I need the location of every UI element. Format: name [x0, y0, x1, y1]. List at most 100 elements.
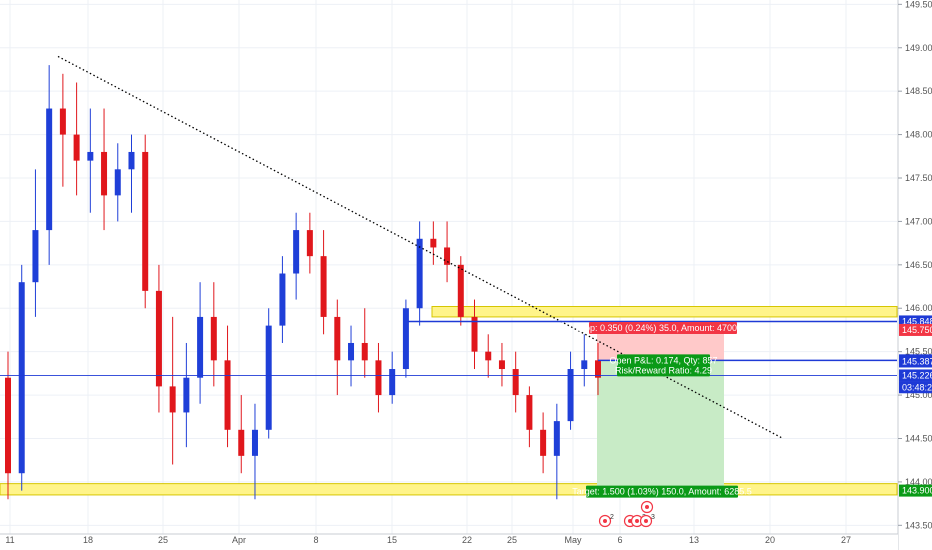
event-marker-dot [635, 519, 639, 523]
price-tick-label: 148.000 [905, 130, 932, 140]
candle-body [567, 369, 574, 422]
price-badge-label: 145.848 [902, 316, 932, 326]
time-tick-label: 13 [689, 535, 699, 545]
candle-body [32, 230, 39, 283]
candles-layer [5, 65, 601, 500]
price-badge-label: 145.750 [902, 325, 932, 335]
candle-body [238, 429, 245, 456]
time-tick-label: May [564, 535, 582, 545]
candle-body [444, 247, 451, 265]
time-axis[interactable]: 11 18 25 Apr 8 15 22 25 May 6 13 20 27 [0, 533, 898, 550]
time-tick-label: 11 [5, 535, 14, 545]
event-marker-count: 2 [610, 514, 614, 521]
candle-body [73, 134, 80, 161]
price-tick-label: 149.500 [905, 0, 932, 9]
price-badge-label: 03:48:26 [902, 382, 932, 392]
trend-line [57, 55, 784, 440]
candle-body [526, 395, 533, 430]
price-tick-label: 147.000 [905, 216, 932, 226]
time-tick-label: 20 [765, 535, 775, 545]
candle-body [183, 377, 190, 413]
price-tick-label: 147.500 [905, 173, 932, 183]
price-badge [899, 323, 932, 336]
candle-body [512, 369, 519, 396]
candle-body [306, 230, 313, 257]
target-label: Target: 1.500 (1.03%) 150.0, Amount: 628… [572, 487, 752, 497]
candle-body [169, 386, 176, 413]
price-tick-label: 145.000 [905, 390, 932, 400]
candle-body [142, 151, 149, 291]
time-tick-label: 22 [462, 535, 472, 545]
price-badge [899, 381, 932, 394]
stop-label: Stop: 0.350 (0.24%) 35.0, Amount: 4700.0… [576, 323, 749, 333]
candle-body [430, 238, 437, 248]
candle-body [416, 238, 423, 309]
candle-body [389, 369, 396, 396]
candle-body [457, 264, 464, 317]
candle-body [293, 230, 300, 274]
price-tick-label: 143.500 [905, 520, 932, 530]
price-badge [899, 484, 932, 497]
price-axis-bg [898, 0, 932, 550]
candle-body [471, 316, 478, 352]
price-tick-label: 144.000 [905, 477, 932, 487]
pnl-label-ratio: Risk/Reward Ratio: 4.29 [615, 365, 712, 375]
candle-body [540, 429, 547, 456]
time-tick-label: 27 [841, 535, 851, 545]
event-marker-count: 3 [651, 514, 655, 521]
price-tick-label: 145.500 [905, 347, 932, 357]
candle-body [348, 342, 355, 361]
time-axis-bg [0, 534, 898, 550]
candle-body [128, 151, 135, 170]
candle-body [279, 273, 286, 326]
price-tick-label: 149.000 [905, 43, 932, 53]
candle-body [114, 169, 121, 196]
candle-body [595, 360, 601, 378]
candle-body [375, 360, 382, 396]
target-zone[interactable] [597, 360, 724, 491]
price-tick-label: 146.000 [905, 303, 932, 313]
candle-body [265, 325, 272, 430]
price-badge-label: 143.900 [902, 486, 932, 496]
zones-layer [0, 306, 898, 496]
price-axis[interactable]: 149.500 149.000 148.500 148.000 147.500 147.0… [897, 0, 932, 550]
pnl-label-bg [617, 354, 710, 377]
event-markers[interactable]: 223 [598, 500, 656, 528]
pnl-label: Open P&L: 0.174, Qty: 857 [609, 355, 717, 365]
candle-body [581, 360, 588, 370]
price-tick-label: 148.500 [905, 86, 932, 96]
support-zone [0, 483, 898, 496]
time-tick-label: Apr [232, 535, 246, 545]
price-tick-label: 144.500 [905, 433, 932, 443]
candle-body [155, 290, 162, 387]
candle-body [87, 151, 94, 161]
candle-body [553, 421, 560, 456]
candle-body [402, 308, 409, 370]
time-tick-label: 6 [617, 535, 622, 545]
candle-body [59, 108, 66, 135]
target-label-bg [586, 485, 738, 498]
candle-body [498, 360, 505, 370]
price-badge-label: 145.387 [902, 356, 932, 366]
event-marker-dot [645, 505, 649, 509]
price-badge [899, 355, 932, 368]
time-tick-label: 25 [158, 535, 168, 545]
candle-body [46, 108, 53, 231]
time-tick-label: 15 [387, 535, 397, 545]
candle-body [210, 316, 217, 361]
candle-body [334, 316, 341, 361]
event-marker-dot [644, 519, 648, 523]
time-tick-label: 18 [83, 535, 93, 545]
stop-label-bg [589, 321, 737, 334]
candle-body [251, 429, 258, 456]
price-tick-label: 146.500 [905, 260, 932, 270]
candle-body [361, 342, 368, 361]
candle-body [224, 360, 231, 430]
price-badge-label: 145.226 [902, 370, 932, 380]
position-labels: Stop: 0.350 (0.24%) 35.0, Amount: 4700.0… [572, 321, 752, 498]
position-tool[interactable] [597, 329, 724, 491]
candle-body [485, 351, 492, 361]
chart-grid [0, 0, 897, 534]
candle-body [101, 151, 108, 196]
